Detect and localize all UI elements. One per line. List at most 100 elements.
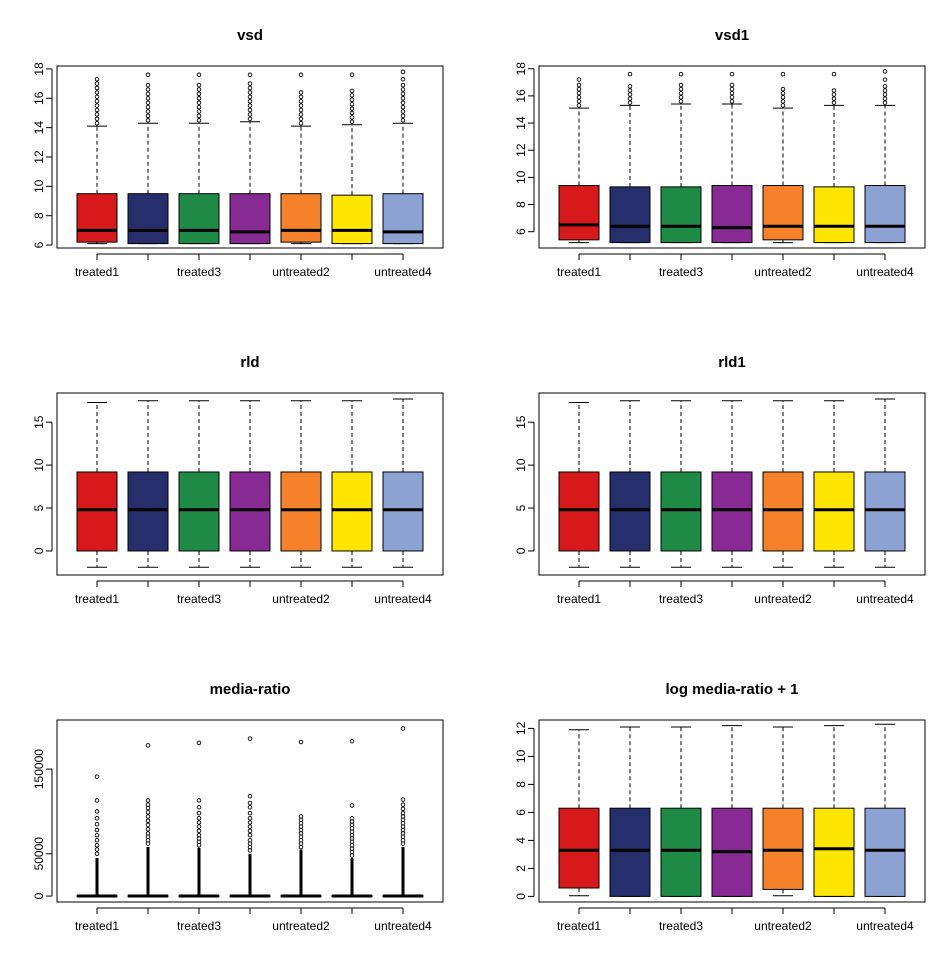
- outlier-point: [831, 96, 837, 101]
- outlier-point: [145, 118, 151, 123]
- outlier-point: [298, 90, 304, 95]
- box-body: [331, 471, 373, 552]
- outlier-point: [780, 90, 786, 96]
- x-tick-label: untreated2: [754, 265, 812, 279]
- x-tick-label: untreated2: [754, 919, 812, 933]
- outlier-point: [349, 88, 355, 94]
- outlier-point: [400, 96, 406, 101]
- outlier-point: [94, 81, 100, 86]
- box-body: [178, 193, 220, 245]
- outlier-point: [729, 94, 735, 100]
- box-untreated1: [762, 400, 804, 568]
- box-body: [762, 185, 804, 241]
- outlier-point: [882, 92, 888, 97]
- plot-title: log media-ratio + 1: [666, 681, 799, 698]
- x-tick-label: untreated4: [856, 592, 914, 606]
- outlier-point: [145, 113, 151, 119]
- outlier-point: [349, 803, 355, 808]
- outlier-point: [145, 743, 151, 748]
- y-tick-label: 6: [514, 809, 528, 816]
- outlier-point: [627, 92, 633, 97]
- outlier-point: [145, 818, 151, 823]
- outlier-point: [400, 802, 406, 807]
- outlier-point: [196, 740, 202, 746]
- outlier-point: [247, 72, 253, 78]
- outlier-point: [196, 100, 202, 105]
- outlier-point: [400, 109, 406, 114]
- outlier-point: [94, 90, 100, 95]
- box-treated1: [76, 774, 118, 898]
- outlier-point: [196, 804, 202, 810]
- x-tick-label: untreated2: [272, 592, 330, 606]
- y-tick-label: 10: [514, 458, 528, 472]
- outlier-point: [729, 99, 735, 104]
- box-body: [660, 186, 702, 244]
- outlier-point: [196, 109, 202, 114]
- outlier-point: [247, 85, 253, 91]
- outlier-point: [247, 736, 253, 741]
- plot-frame: [538, 392, 926, 576]
- box-body: [609, 186, 651, 244]
- outlier-point: [729, 86, 735, 92]
- outlier-point: [678, 99, 684, 104]
- outlier-point: [780, 94, 786, 100]
- box-treated2: [609, 71, 651, 244]
- outlier-point: [576, 82, 582, 88]
- outlier-point: [94, 774, 100, 779]
- outlier-point: [400, 797, 406, 802]
- y-tick-label: 12: [514, 721, 528, 735]
- y-tick-label: 6: [32, 241, 46, 248]
- outlier-point: [196, 91, 202, 97]
- box-treated3: [178, 400, 220, 568]
- plot-title: media-ratio: [210, 681, 291, 698]
- x-tick-label: untreated2: [272, 265, 330, 279]
- outlier-point: [94, 116, 100, 122]
- outlier-point: [247, 815, 253, 821]
- box-treated2: [127, 400, 169, 568]
- x-tick-label: treated1: [557, 919, 601, 933]
- plot-panel-6: log media-ratio + 1 0 2 4 6 8 10 12 treated1 trea…: [514, 681, 926, 933]
- outlier-point: [145, 802, 151, 807]
- outlier-point: [94, 94, 100, 100]
- outlier-point: [349, 738, 355, 744]
- outlier-point: [247, 824, 253, 829]
- box-body: [813, 471, 855, 552]
- outlier-point: [94, 843, 100, 848]
- outlier-point: [400, 82, 406, 88]
- x-tick-label: untreated4: [856, 265, 914, 279]
- outlier-point: [882, 100, 888, 105]
- box-treated4: [229, 72, 271, 245]
- box-body: [711, 185, 753, 244]
- outlier-point: [882, 96, 888, 101]
- outlier-point: [400, 87, 406, 92]
- outlier-point: [400, 69, 406, 75]
- outlier-point: [196, 96, 202, 101]
- box-treated2: [127, 72, 169, 245]
- box-untreated1: [762, 71, 804, 244]
- box-untreated2: [331, 400, 373, 568]
- outlier-point: [247, 800, 253, 806]
- outlier-point: [627, 88, 633, 93]
- outlier-point: [780, 103, 786, 108]
- box-untreated3: [382, 69, 424, 245]
- box-treated3: [660, 400, 702, 568]
- x-tick-label: untreated2: [754, 592, 812, 606]
- box-untreated1: [280, 400, 322, 568]
- outlier-point: [247, 837, 253, 843]
- x-tick-label: treated1: [75, 919, 119, 933]
- outlier-point: [882, 88, 888, 93]
- outlier-point: [400, 91, 406, 97]
- outlier-point: [349, 101, 355, 107]
- outlier-point: [882, 84, 888, 89]
- outlier-point: [145, 810, 151, 815]
- plot-panel-1: vsd 6 8 10 12 14 16 18 treated1 treated3 untreated…: [32, 27, 444, 279]
- y-tick-label: 4: [514, 837, 528, 844]
- box-body: [609, 471, 651, 552]
- outlier-point: [247, 116, 253, 122]
- outlier-point: [145, 91, 151, 97]
- box-treated3: [660, 726, 702, 897]
- y-tick-label: 8: [32, 212, 46, 219]
- outlier-point: [729, 71, 735, 77]
- y-tick-label: 18: [32, 62, 46, 76]
